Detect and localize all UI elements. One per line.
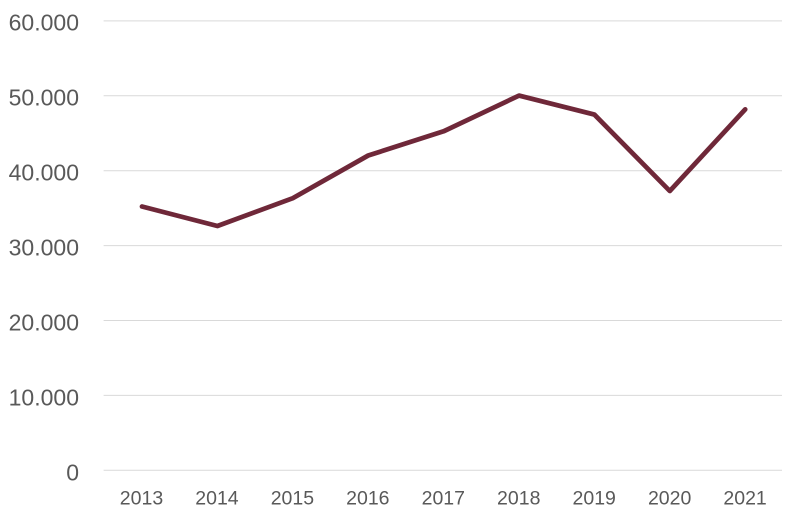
svg-text:2016: 2016	[346, 488, 389, 510]
svg-text:30.000: 30.000	[9, 234, 79, 260]
svg-text:0: 0	[66, 459, 79, 485]
svg-text:2021: 2021	[723, 488, 766, 510]
svg-text:2018: 2018	[497, 488, 540, 510]
svg-text:40.000: 40.000	[9, 159, 79, 185]
svg-text:2017: 2017	[422, 488, 465, 510]
svg-text:50.000: 50.000	[9, 84, 79, 110]
svg-text:10.000: 10.000	[9, 384, 79, 410]
svg-text:2013: 2013	[120, 488, 163, 510]
svg-text:60.000: 60.000	[9, 9, 79, 35]
svg-text:2020: 2020	[648, 488, 692, 510]
svg-text:2014: 2014	[195, 488, 239, 510]
svg-text:20.000: 20.000	[9, 309, 79, 335]
svg-text:2015: 2015	[271, 488, 315, 510]
svg-text:2019: 2019	[573, 488, 616, 510]
